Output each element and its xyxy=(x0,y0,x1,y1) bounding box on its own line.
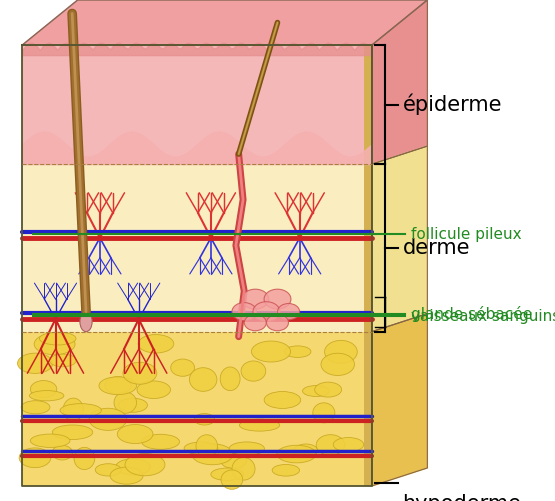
Ellipse shape xyxy=(117,424,153,443)
Polygon shape xyxy=(372,0,427,164)
Ellipse shape xyxy=(18,353,53,373)
Ellipse shape xyxy=(31,381,57,398)
Ellipse shape xyxy=(321,353,355,375)
Ellipse shape xyxy=(264,391,301,408)
Ellipse shape xyxy=(333,437,364,452)
Ellipse shape xyxy=(110,467,143,484)
Ellipse shape xyxy=(302,386,329,396)
Polygon shape xyxy=(22,0,427,45)
Ellipse shape xyxy=(242,289,269,309)
Ellipse shape xyxy=(80,312,92,332)
Ellipse shape xyxy=(125,453,165,476)
Ellipse shape xyxy=(184,442,218,454)
Text: derme: derme xyxy=(402,238,470,258)
Ellipse shape xyxy=(278,304,300,320)
Ellipse shape xyxy=(34,333,75,355)
Ellipse shape xyxy=(272,464,300,476)
Ellipse shape xyxy=(142,434,179,449)
Ellipse shape xyxy=(99,377,137,395)
Text: hypoderme: hypoderme xyxy=(402,493,521,501)
Ellipse shape xyxy=(315,382,342,397)
Ellipse shape xyxy=(123,362,157,384)
Ellipse shape xyxy=(325,340,357,363)
FancyBboxPatch shape xyxy=(22,164,372,332)
Polygon shape xyxy=(372,314,427,486)
Ellipse shape xyxy=(60,404,102,417)
Ellipse shape xyxy=(74,447,95,469)
Ellipse shape xyxy=(194,413,214,425)
Ellipse shape xyxy=(52,425,93,439)
Ellipse shape xyxy=(294,444,317,456)
Ellipse shape xyxy=(313,403,335,423)
Ellipse shape xyxy=(118,398,148,412)
Ellipse shape xyxy=(211,468,244,480)
Text: glande sébacée: glande sébacée xyxy=(411,306,532,322)
Ellipse shape xyxy=(251,341,291,362)
Ellipse shape xyxy=(285,346,311,357)
Ellipse shape xyxy=(63,398,83,421)
Ellipse shape xyxy=(116,459,150,475)
Text: follicule pileux: follicule pileux xyxy=(411,227,521,242)
Ellipse shape xyxy=(31,434,70,447)
Ellipse shape xyxy=(221,470,243,489)
Ellipse shape xyxy=(232,457,255,480)
Ellipse shape xyxy=(192,444,233,465)
Ellipse shape xyxy=(137,381,170,398)
Ellipse shape xyxy=(241,361,266,381)
Ellipse shape xyxy=(29,391,64,401)
Ellipse shape xyxy=(229,442,264,455)
Ellipse shape xyxy=(52,445,73,460)
Ellipse shape xyxy=(138,335,174,353)
Ellipse shape xyxy=(19,448,51,467)
Text: épiderme: épiderme xyxy=(402,94,502,115)
Ellipse shape xyxy=(232,303,256,321)
Text: vaisseaux sanguins: vaisseaux sanguins xyxy=(411,309,555,324)
Ellipse shape xyxy=(266,315,289,331)
Ellipse shape xyxy=(253,302,280,322)
FancyBboxPatch shape xyxy=(22,332,372,486)
Ellipse shape xyxy=(171,359,195,376)
Ellipse shape xyxy=(95,464,121,476)
Polygon shape xyxy=(372,146,427,332)
FancyBboxPatch shape xyxy=(22,45,372,164)
Ellipse shape xyxy=(316,435,345,455)
Ellipse shape xyxy=(277,445,316,463)
FancyBboxPatch shape xyxy=(364,45,372,486)
Ellipse shape xyxy=(105,377,131,394)
Ellipse shape xyxy=(239,419,280,431)
Ellipse shape xyxy=(21,401,50,414)
Ellipse shape xyxy=(264,289,291,309)
Ellipse shape xyxy=(221,453,246,468)
Ellipse shape xyxy=(244,315,266,331)
Ellipse shape xyxy=(189,368,217,391)
Ellipse shape xyxy=(89,408,127,430)
Ellipse shape xyxy=(196,435,218,457)
Ellipse shape xyxy=(220,367,240,391)
Ellipse shape xyxy=(114,392,137,413)
Ellipse shape xyxy=(49,354,76,367)
Ellipse shape xyxy=(39,332,76,345)
